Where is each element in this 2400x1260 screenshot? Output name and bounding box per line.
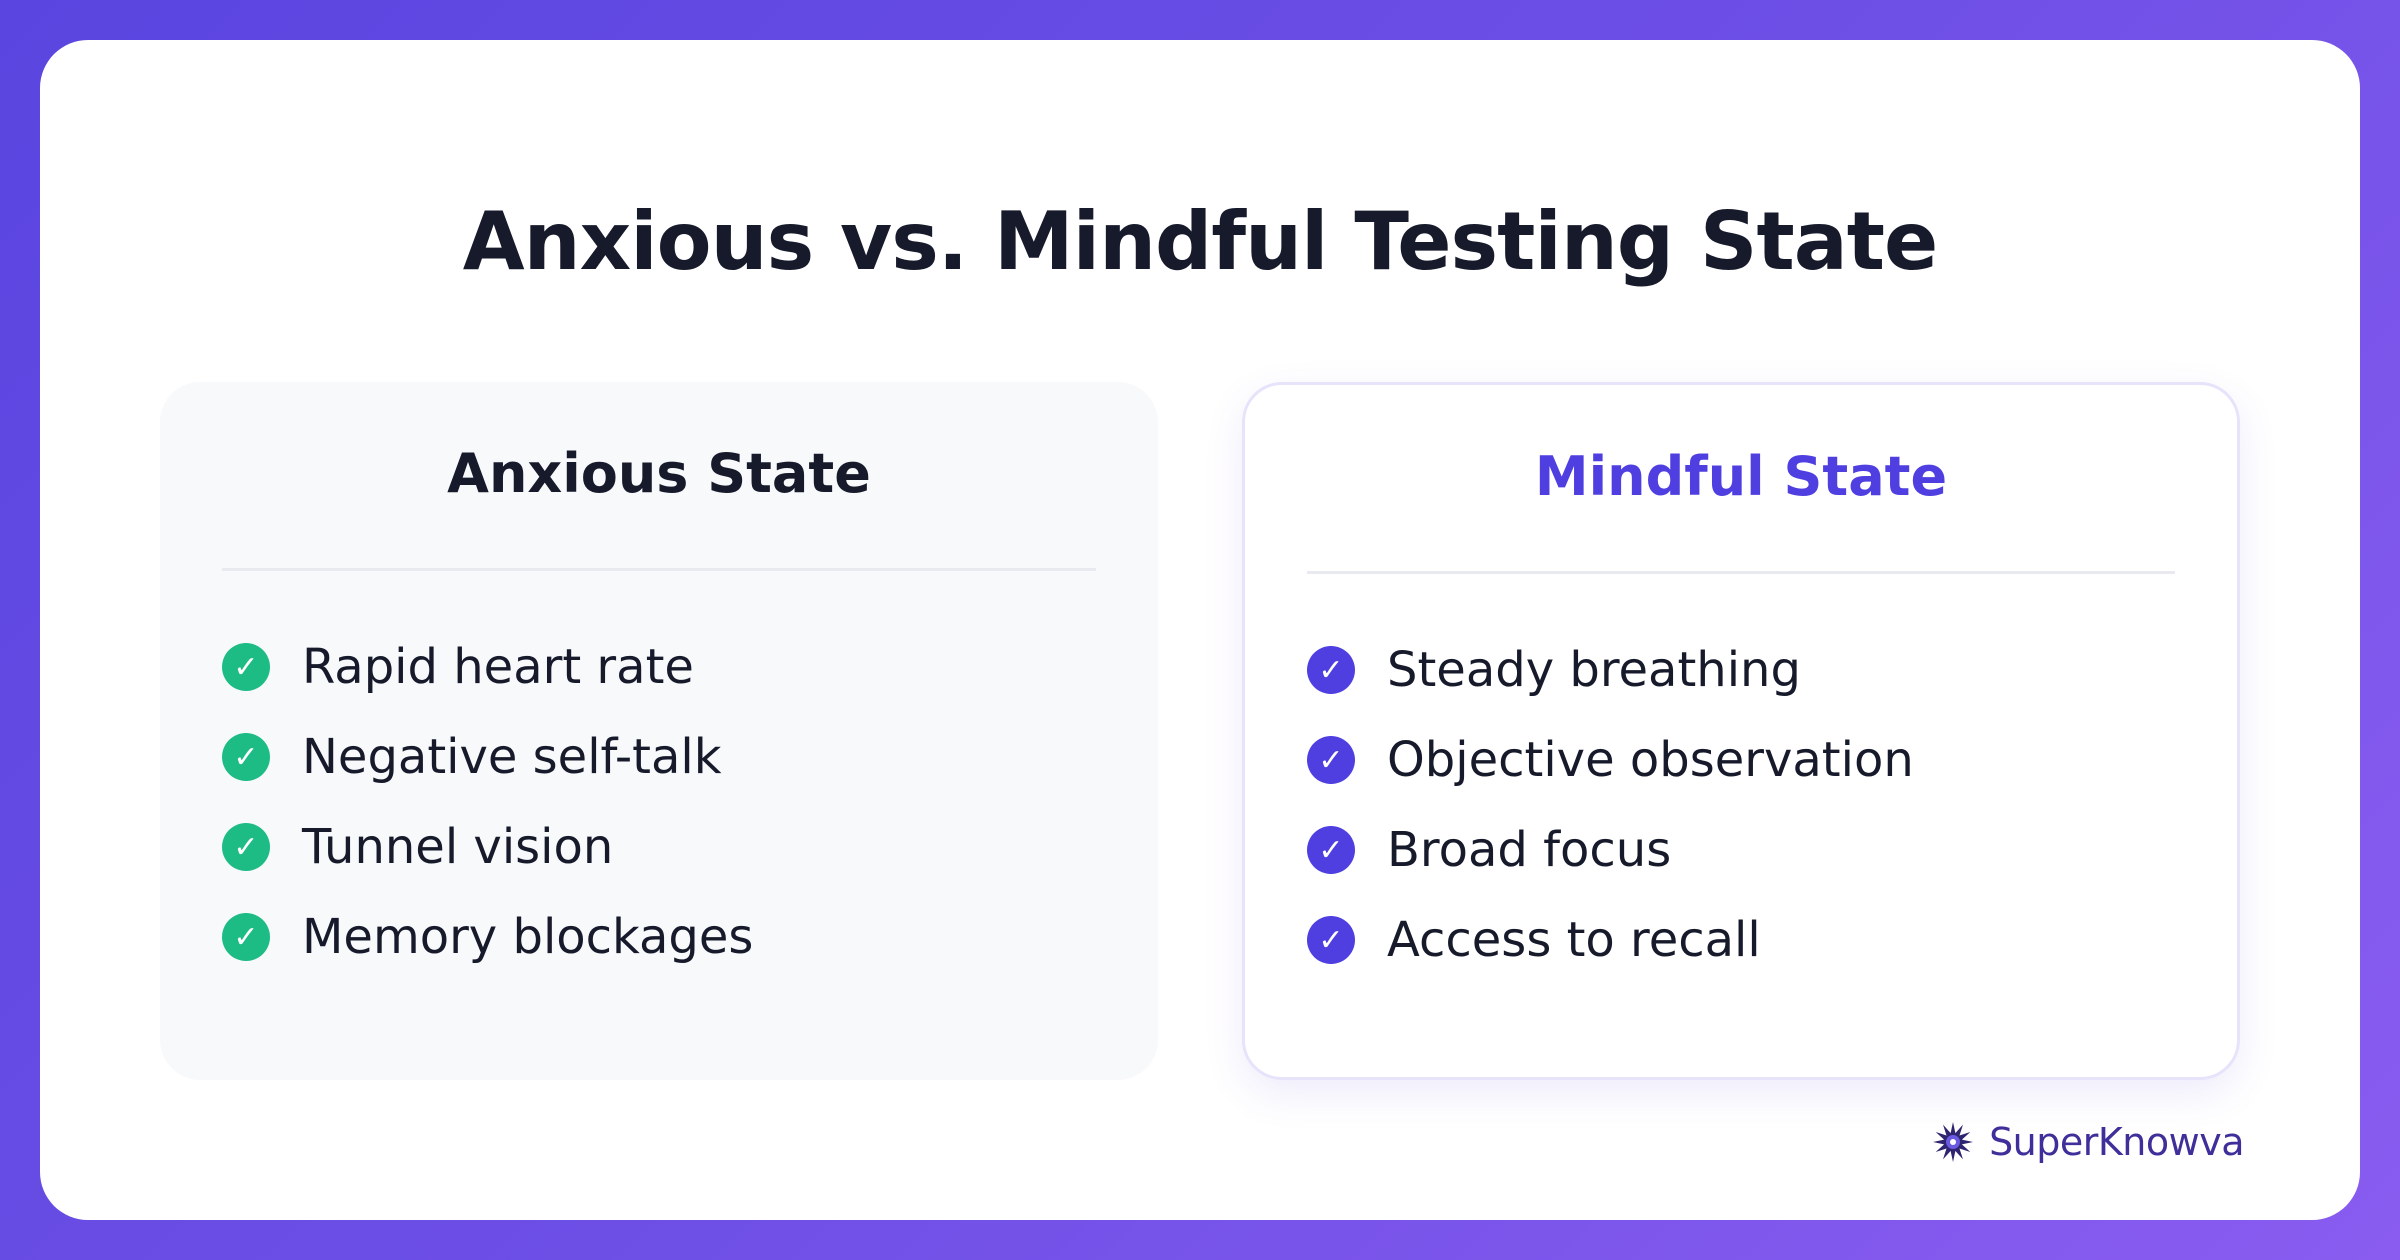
- list-item-label: Steady breathing: [1387, 642, 1801, 698]
- check-circle-icon: ✓: [1307, 736, 1355, 784]
- list-item: ✓ Objective observation: [1307, 715, 1914, 805]
- divider: [1307, 571, 2175, 574]
- list-item: ✓ Memory blockages: [222, 892, 753, 982]
- list-item-label: Objective observation: [1387, 732, 1914, 788]
- mindful-state-list: ✓ Steady breathing ✓ Objective observati…: [1307, 625, 1914, 985]
- list-item: ✓ Rapid heart rate: [222, 622, 753, 712]
- list-item-label: Tunnel vision: [302, 819, 614, 875]
- list-item: ✓ Negative self-talk: [222, 712, 753, 802]
- check-circle-icon: ✓: [1307, 826, 1355, 874]
- anxious-state-heading: Anxious State: [447, 442, 871, 505]
- list-item-label: Access to recall: [1387, 912, 1761, 968]
- check-circle-icon: ✓: [222, 643, 270, 691]
- brand-name: SuperKnowva: [1989, 1120, 2244, 1164]
- brand-lockup: SuperKnowva: [1931, 1120, 2244, 1164]
- list-item-label: Negative self-talk: [302, 729, 722, 785]
- mindful-state-heading: Mindful State: [1534, 445, 1948, 508]
- list-item: ✓ Access to recall: [1307, 895, 1914, 985]
- mindful-state-panel: Mindful State ✓ Steady breathing ✓ Objec…: [1242, 382, 2240, 1080]
- check-circle-icon: ✓: [222, 913, 270, 961]
- list-item-label: Memory blockages: [302, 909, 754, 965]
- check-circle-icon: ✓: [1307, 646, 1355, 694]
- check-circle-icon: ✓: [1307, 916, 1355, 964]
- list-item: ✓ Broad focus: [1307, 805, 1914, 895]
- list-item-label: Rapid heart rate: [302, 639, 694, 695]
- divider: [222, 568, 1096, 571]
- anxious-state-list: ✓ Rapid heart rate ✓ Negative self-talk …: [222, 622, 753, 982]
- check-circle-icon: ✓: [222, 823, 270, 871]
- content-card: Anxious vs. Mindful Testing State Anxiou…: [40, 40, 2360, 1220]
- anxious-state-panel: Anxious State ✓ Rapid heart rate ✓ Negat…: [160, 382, 1158, 1080]
- list-item: ✓ Steady breathing: [1307, 625, 1914, 715]
- page-title: Anxious vs. Mindful Testing State: [462, 195, 1938, 288]
- starburst-logo-icon: [1933, 1122, 1974, 1162]
- list-item: ✓ Tunnel vision: [222, 802, 753, 892]
- list-item-label: Broad focus: [1387, 822, 1672, 878]
- check-circle-icon: ✓: [222, 733, 270, 781]
